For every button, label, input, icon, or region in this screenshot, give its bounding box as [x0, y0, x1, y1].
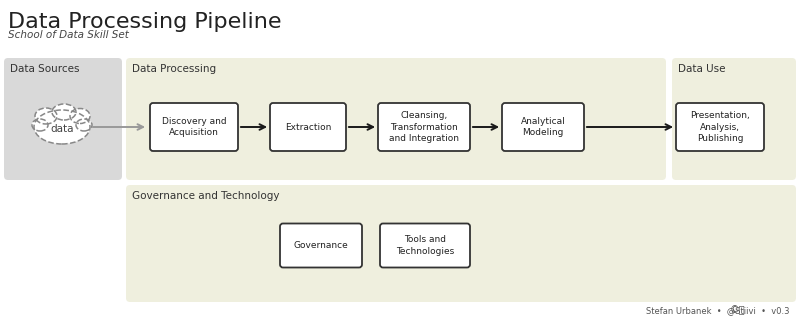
Text: School of Data Skill Set: School of Data Skill Set — [8, 30, 129, 40]
Ellipse shape — [35, 108, 57, 124]
Text: Stefan Urbanek  •  @Stiivi  •  v0.3: Stefan Urbanek • @Stiivi • v0.3 — [646, 306, 790, 315]
Text: Data Sources: Data Sources — [10, 64, 79, 74]
FancyBboxPatch shape — [378, 103, 470, 151]
Text: Data Use: Data Use — [678, 64, 726, 74]
Text: Data Processing: Data Processing — [132, 64, 216, 74]
FancyBboxPatch shape — [672, 58, 796, 180]
FancyBboxPatch shape — [380, 223, 470, 268]
FancyBboxPatch shape — [270, 103, 346, 151]
Text: Data Processing Pipeline: Data Processing Pipeline — [8, 12, 282, 32]
Ellipse shape — [70, 108, 90, 124]
FancyBboxPatch shape — [4, 58, 122, 180]
FancyBboxPatch shape — [676, 103, 764, 151]
FancyBboxPatch shape — [280, 223, 362, 268]
Ellipse shape — [32, 119, 48, 131]
Text: Cleansing,
Transformation
and Integration: Cleansing, Transformation and Integratio… — [389, 111, 459, 143]
FancyBboxPatch shape — [126, 185, 796, 302]
Text: Extraction: Extraction — [285, 123, 331, 132]
FancyBboxPatch shape — [126, 58, 666, 180]
Text: Tools and
Technologies: Tools and Technologies — [396, 235, 454, 256]
Text: Discovery and
Acquisition: Discovery and Acquisition — [162, 117, 226, 137]
Text: data: data — [50, 124, 74, 134]
FancyBboxPatch shape — [150, 103, 238, 151]
Text: Presentation,
Analysis,
Publishing: Presentation, Analysis, Publishing — [690, 111, 750, 143]
Ellipse shape — [34, 110, 90, 144]
Ellipse shape — [76, 119, 92, 131]
Text: ©ⓘ: ©ⓘ — [730, 305, 746, 315]
Text: Governance and Technology: Governance and Technology — [132, 191, 279, 201]
Text: Governance: Governance — [294, 241, 348, 250]
Text: Analytical
Modeling: Analytical Modeling — [521, 117, 566, 137]
FancyBboxPatch shape — [502, 103, 584, 151]
Ellipse shape — [52, 104, 76, 120]
